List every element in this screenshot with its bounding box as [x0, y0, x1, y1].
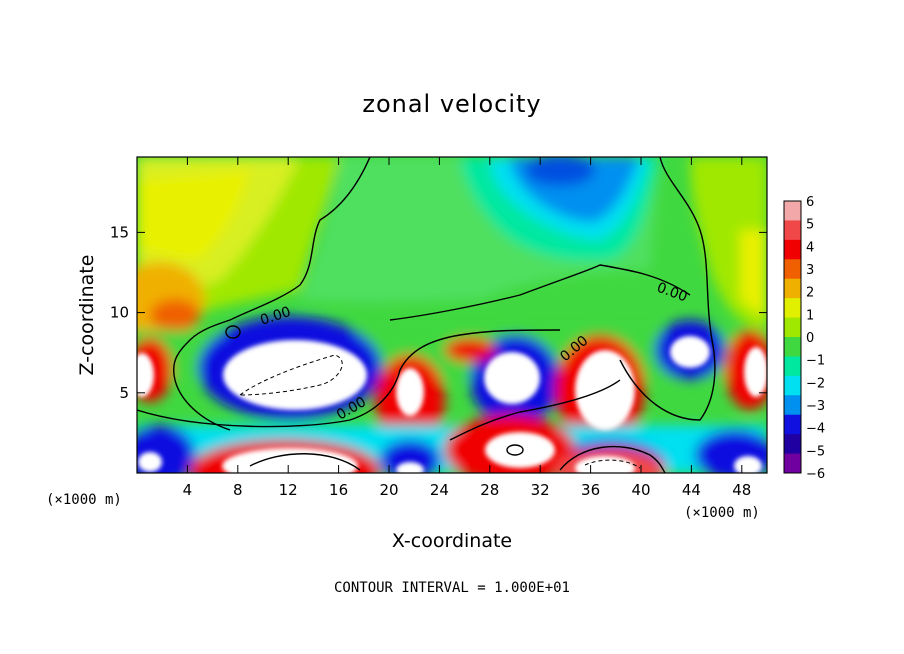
colorbar-swatch [784, 201, 801, 221]
x-tick-label: 8 [233, 481, 243, 499]
colorbar-swatch [784, 414, 801, 435]
x-tick-label: 40 [631, 481, 650, 499]
colorbar-swatch [784, 337, 801, 357]
chart-title: zonal velocity [362, 90, 541, 118]
y-axis-ticks: 5 10 15 [110, 223, 767, 402]
colorbar-swatch [784, 375, 801, 396]
x-tick-label: 12 [279, 481, 298, 499]
x-axis-ticks: 4 8 12 16 20 24 28 32 36 40 44 48 [183, 157, 751, 499]
colorbar-swatch [784, 356, 801, 377]
colorbar-tick-label: 3 [806, 263, 814, 278]
x-tick-label: 44 [682, 481, 701, 499]
x-tick-label: 4 [183, 481, 193, 499]
x-axis-unit-label: (×1000 m) [684, 505, 760, 521]
colorbar-tick-label: −1 [806, 354, 825, 369]
colorbar-tick-label: 6 [806, 195, 814, 210]
x-tick-label: 16 [329, 481, 348, 499]
x-tick-label: 32 [531, 481, 550, 499]
colorbar-frame [783, 200, 802, 474]
colorbar-tick-label: −4 [806, 422, 825, 437]
colorbar-swatch [784, 220, 801, 241]
y-tick-label: 5 [119, 384, 129, 402]
heatmap-field: 0.00 0.00 0.00 0.00 [137, 157, 767, 473]
colorbar-tick-label: −6 [806, 467, 825, 482]
contour-lines [137, 157, 716, 473]
y-axis-unit-label: (×1000 m) [46, 492, 122, 508]
colorbar-swatch [784, 434, 801, 455]
x-axis-label: X-coordinate [392, 530, 512, 552]
colorbar: 6 5 4 3 2 1 0 −1 −2 −3 −4 −5 −6 [783, 195, 825, 482]
colorbar-swatch [784, 259, 801, 280]
colorbar-swatch [784, 278, 801, 299]
plot-frame [136, 156, 768, 474]
x-tick-label: 20 [379, 481, 398, 499]
colorbar-swatch [784, 453, 801, 474]
y-tick-label: 10 [110, 304, 129, 322]
x-tick-label: 36 [581, 481, 600, 499]
colorbar-swatch [784, 239, 801, 260]
colorbar-tick-label: 1 [806, 308, 814, 323]
colorbar-swatch [784, 298, 801, 319]
x-tick-label: 28 [480, 481, 499, 499]
y-axis-label: Z-coordinate [76, 255, 98, 376]
colorbar-tick-label: 5 [806, 218, 814, 233]
x-tick-label: 24 [430, 481, 449, 499]
colorbar-swatch [784, 395, 801, 416]
colorbar-tick-label: 4 [806, 240, 814, 255]
y-tick-label: 15 [110, 223, 129, 241]
colorbar-tick-label: −2 [806, 376, 825, 391]
colorbar-swatch [784, 317, 801, 338]
colorbar-tick-label: 0 [806, 331, 814, 346]
colorbar-tick-label: −3 [806, 399, 825, 414]
contour-interval-note: CONTOUR INTERVAL = 1.000E+01 [334, 580, 570, 596]
x-tick-label: 48 [732, 481, 751, 499]
colorbar-tick-label: 2 [806, 286, 814, 301]
colorbar-tick-label: −5 [806, 444, 825, 459]
